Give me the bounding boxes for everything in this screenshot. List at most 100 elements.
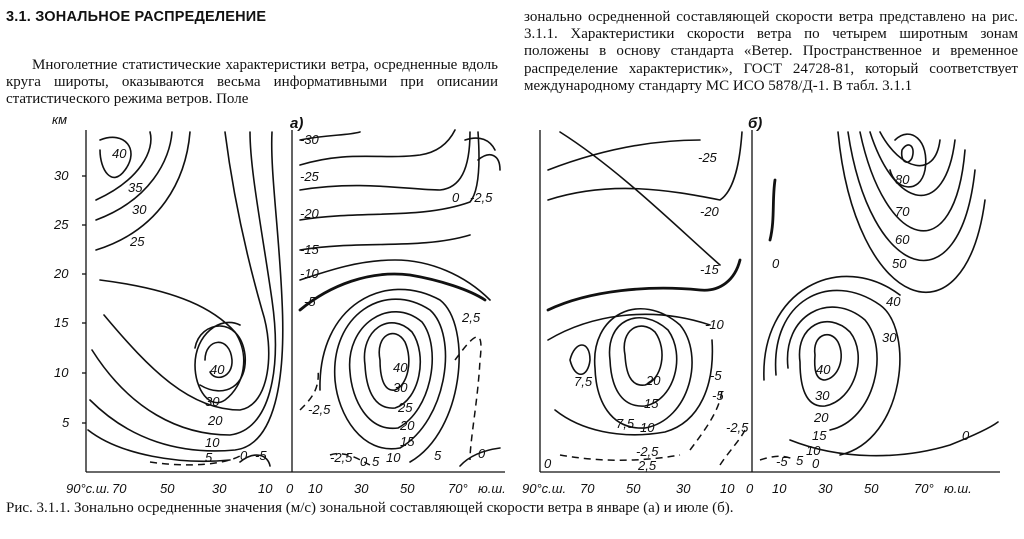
body-paragraph-left: Многолетние статистические характеристик… [6,57,498,108]
panel-a-label: а) [290,115,303,132]
x-tick-label: 30 [676,481,691,496]
x-tick-label: 70 [112,481,127,496]
contour-label: 0 [360,454,368,469]
x-tick-label: 30 [818,481,833,496]
contour-label: 5 [434,448,442,463]
contour-label: 30 [393,380,408,395]
contour-label: 40 [886,294,901,309]
y-tick-label: 5 [62,415,70,430]
contour-label: 0 [962,428,970,443]
contour-label: 5 [372,454,380,469]
figure-wind-contours: км 30 25 20 15 10 5 а) [52,112,1000,496]
contour-label: 5 [205,450,213,465]
panel-a-x-ticks: 90°с.ш. 70 50 30 10 0 10 30 50 70° ю.ш. [66,481,506,496]
section-heading: 3.1. ЗОНАЛЬНОЕ РАСПРЕДЕЛЕНИЕ [6,9,267,25]
panel-a: км 30 25 20 15 10 5 а) [52,112,505,473]
contour-label: 2,5 [461,310,481,325]
contour-label: -2,5 [636,444,659,459]
panel-b: б) [539,115,1000,473]
contour-label: -15 [700,262,720,277]
panel-b-contour-labels-sh: 80 70 60 50 40 30 0 40 30 20 15 10 5 0 0… [772,172,970,471]
body-column-right: зонально осредненной составляющей скорос… [524,9,1018,95]
y-unit-label: км [52,112,67,127]
contour-label: 0 [812,456,820,471]
contour-label: 0 [544,456,552,471]
contour-label: 50 [892,256,907,271]
contour-label: 7,5 [574,374,593,389]
contour-label: 20 [399,418,415,433]
x-tick-label: 0 [746,481,754,496]
x-tick-label: 70° [448,481,468,496]
x-tick-label: 90°с.ш. [522,481,566,496]
x-tick-label: 30 [354,481,369,496]
contour-label: 5 [796,453,804,468]
contour-label: 0 [452,190,460,205]
contour-label: 35 [128,180,143,195]
x-tick-label: 50 [160,481,175,496]
contour-label: 60 [895,232,910,247]
y-tick-label: 25 [53,217,69,232]
x-tick-label: 50 [626,481,641,496]
contour-label: -30 [300,132,320,147]
contour-label: 40 [393,360,408,375]
x-tick-label: 10 [720,481,735,496]
x-tick-label: 30 [212,481,227,496]
contour-label: -2,5 [308,402,331,417]
contour-label: -25 [698,150,718,165]
contour-label: -2,5 [726,420,749,435]
x-tick-label: 10 [308,481,323,496]
contour-label: 25 [129,234,145,249]
x-tick-label: 10 [772,481,787,496]
contour-label: 25 [397,400,413,415]
panel-b-contour-labels-nh: -25 -20 -15 -10 -5 -2,5 20 15 7,5 7,5 10… [544,150,749,473]
panel-b-label: б) [748,115,762,132]
panel-b-x-ticks: 90°с.ш. 70 50 30 10 0 10 30 50 70° ю.ш. [522,481,972,496]
contour-label: -5 [255,448,267,463]
contour-label: -5 [304,294,316,309]
y-tick-label: 10 [54,365,69,380]
y-tick-label: 15 [54,315,69,330]
contour-label: 40 [210,362,225,377]
contour-label: -5 [710,368,722,383]
contour-label: 15 [644,396,659,411]
y-tick-label: 30 [54,168,69,183]
contour-label: 80 [895,172,910,187]
figure-caption: Рис. 3.1.1. Зонально осредненные значени… [6,500,734,516]
contour-label: 40 [816,362,831,377]
x-tick-label: 10 [258,481,273,496]
contour-label: 30 [205,394,220,409]
contour-label: 30 [132,202,147,217]
contour-label: 20 [645,373,661,388]
contour-label: -2,5 [470,190,493,205]
contour-label: 20 [813,410,829,425]
contour-label: -15 [300,242,320,257]
contour-label: -25 [300,169,320,184]
x-tick-label: ю.ш. [478,481,506,496]
contour-label: -2,5 [330,450,353,465]
contour-label: 40 [112,146,127,161]
x-tick-label: ю.ш. [944,481,972,496]
panel-a-contour-labels-sh: -30 -25 -20 -15 -10 -5 0 -2,5 2,5 40 30 … [300,132,493,469]
x-tick-label: 90°с.ш. [66,481,110,496]
contour-label: 7,5 [616,416,635,431]
y-tick-label: 20 [53,266,69,281]
contour-label: 70 [895,204,910,219]
x-tick-label: 0 [286,481,294,496]
contour-label: 0 [478,446,486,461]
contour-label: -20 [700,204,720,219]
contour-label: -10 [300,266,320,281]
contour-label: -20 [300,206,320,221]
contour-label: 2,5 [637,458,657,473]
contour-label: 30 [815,388,830,403]
x-tick-label: 70° [914,481,934,496]
contour-label: 10 [386,450,401,465]
x-tick-label: 70 [580,481,595,496]
body-column-left: Многолетние статистические характеристик… [6,57,498,109]
contour-label: 0 [772,256,780,271]
contour-label: 10 [205,435,220,450]
x-tick-label: 50 [400,481,415,496]
contour-label: -5 [776,454,788,469]
body-paragraph-right: зонально осредненной составляющей скорос… [524,9,1018,94]
contour-label: 0 [240,448,248,463]
contour-label: 10 [640,420,655,435]
